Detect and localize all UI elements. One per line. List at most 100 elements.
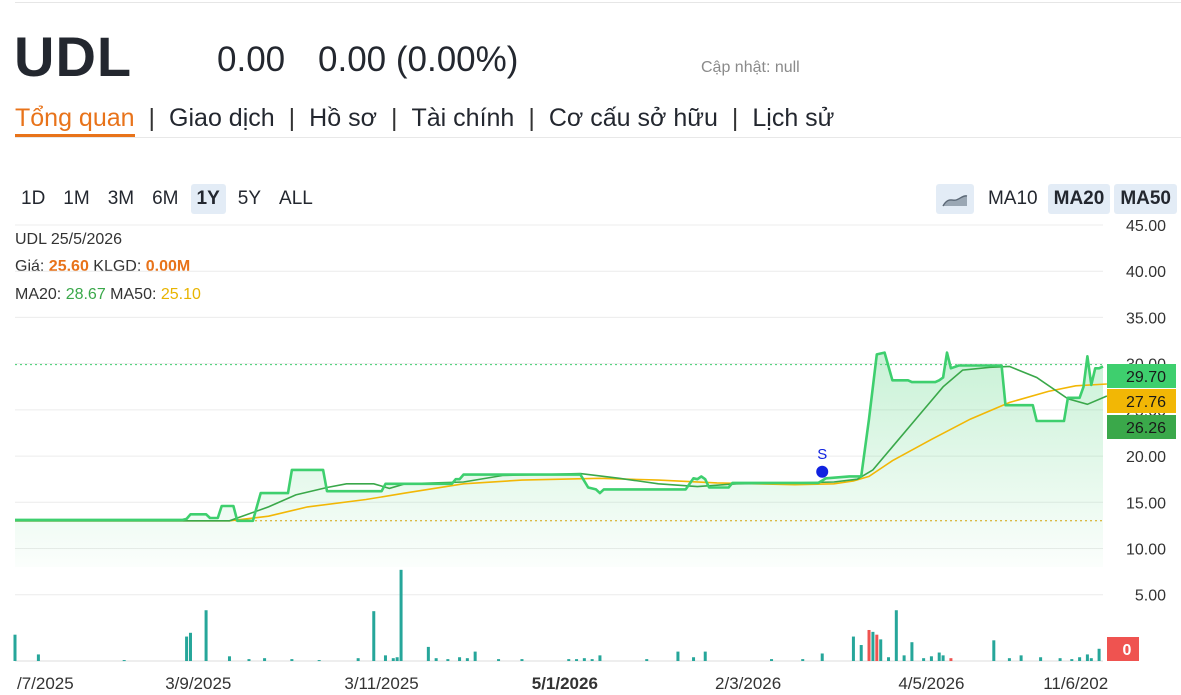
x-tick-label: 3/9/2025 [165, 674, 231, 693]
volume-bar [36, 654, 40, 661]
volume-bar [910, 642, 914, 661]
x-tick-label: 4/5/2026 [898, 674, 964, 693]
volume-bar [922, 658, 926, 661]
ma20-value: 28.67 [65, 286, 106, 303]
volume-bar [1007, 658, 1011, 661]
value-badge-label: 26.26 [1126, 420, 1166, 437]
value-badge [1107, 364, 1176, 388]
signal-marker-label: S [817, 446, 827, 463]
volume-bar [1058, 658, 1062, 661]
range-1m-button[interactable]: 1M [63, 188, 90, 209]
volume-bar [434, 658, 438, 661]
nav-divider [15, 137, 1181, 138]
volume-bar [1097, 648, 1101, 661]
volume-bar [887, 657, 891, 661]
range-1d-button[interactable]: 1D [21, 188, 46, 209]
range-all-button[interactable]: ALL [279, 188, 313, 209]
volume-bar [1070, 659, 1074, 661]
volume-bar [227, 656, 231, 661]
volume-badge-label: 0 [1123, 642, 1132, 659]
ma10-toggle[interactable]: MA10 [987, 188, 1038, 210]
tab-history[interactable]: Lịch sử [752, 104, 835, 132]
range-1y-button[interactable]: 1Y [190, 184, 226, 214]
tab-profile[interactable]: Hồ sơ [309, 104, 377, 132]
volume-bar [290, 659, 294, 661]
volume-bar [383, 655, 387, 661]
price-change: 0.00 (0.00%) [318, 40, 519, 79]
volume-bar [1085, 654, 1089, 661]
x-tick-label: 3/11/2025 [344, 674, 418, 693]
volume-bar [582, 658, 586, 661]
volume-bar [356, 658, 360, 661]
ma50-value: 25.10 [160, 286, 201, 303]
info-ma-row: MA20: 28.67 MA50: 25.10 [15, 286, 201, 304]
ma50-toggle[interactable]: MA50 [1114, 184, 1177, 215]
y-tick-label: 35.00 [1126, 310, 1166, 327]
update-status: Cập nhật: null [701, 59, 800, 76]
volume-bar [941, 655, 945, 661]
volume-bar [317, 660, 321, 662]
volume-bar [575, 659, 579, 661]
value-badge [1107, 389, 1176, 413]
range-3m-button[interactable]: 3M [107, 188, 135, 209]
nav-separator: | [390, 104, 398, 132]
y-tick-label: 45.00 [1126, 218, 1166, 235]
volume-bar [188, 632, 192, 661]
volume-bar [801, 659, 805, 661]
nav-separator: | [148, 104, 156, 132]
area-chart-icon[interactable] [935, 184, 974, 214]
volume-bar [992, 640, 996, 661]
volume-bar [247, 659, 251, 661]
range-selector: 1D 1M 3M 6M 1Y 5Y ALL [15, 184, 325, 214]
volume-bar [676, 651, 680, 661]
range-5y-button[interactable]: 5Y [237, 188, 262, 209]
tab-trading[interactable]: Giao dịch [169, 104, 275, 132]
volume-bar [1078, 657, 1082, 661]
main-nav: Tổng quan | Giao dịch | Hồ sơ | Tài chính | Cơ c… [15, 104, 834, 137]
value-badge [1107, 415, 1176, 439]
y-tick-label: 40.00 [1126, 264, 1166, 281]
range-6m-button[interactable]: 6M [152, 188, 179, 209]
volume-bar [703, 651, 707, 661]
volume-bar [770, 659, 774, 661]
volume-bar [567, 659, 571, 661]
price-line [15, 351, 1104, 523]
volume-bar [1019, 655, 1023, 661]
y-tick-label: 15.00 [1126, 495, 1166, 512]
value-badge-label: 29.70 [1126, 369, 1166, 386]
volume-bar [1089, 658, 1093, 661]
volume-bar [395, 657, 399, 661]
tab-financials[interactable]: Tài chính [411, 104, 515, 132]
x-tick-label: /7/2025 [17, 674, 74, 693]
volume-bar [204, 610, 208, 661]
volume-bar [446, 659, 450, 661]
volume-bar [458, 657, 462, 661]
volume-bar [1039, 657, 1043, 661]
signal-marker[interactable] [816, 465, 829, 478]
volume-bar [820, 653, 824, 661]
volume-bar [929, 656, 933, 661]
volume-bar [859, 645, 863, 661]
volume-bar [875, 634, 879, 661]
x-tick-label: 2/3/2026 [715, 674, 781, 693]
volume-bar [185, 636, 189, 661]
info-date: UDL 25/5/2026 [15, 231, 123, 248]
volume-bar [598, 655, 602, 661]
x-tick-label: 11/6/202 [1043, 674, 1108, 693]
value-badge-label: 27.76 [1126, 394, 1166, 411]
volume-bar [692, 657, 696, 661]
tab-overview[interactable]: Tổng quan [15, 104, 135, 137]
volume-bar [520, 659, 524, 661]
volume-bar [871, 631, 875, 661]
volume-bar [13, 634, 17, 661]
nav-separator: | [288, 104, 296, 132]
current-price: 0.00 [217, 40, 286, 79]
ticker-symbol: UDL [14, 25, 133, 88]
tab-ownership[interactable]: Cơ cấu sở hữu [548, 104, 718, 132]
volume-bar [879, 639, 883, 661]
volume-bar [473, 651, 477, 661]
price-area-fill [15, 352, 1103, 567]
ma20-toggle[interactable]: MA20 [1047, 184, 1111, 215]
volume-bar [645, 659, 649, 661]
